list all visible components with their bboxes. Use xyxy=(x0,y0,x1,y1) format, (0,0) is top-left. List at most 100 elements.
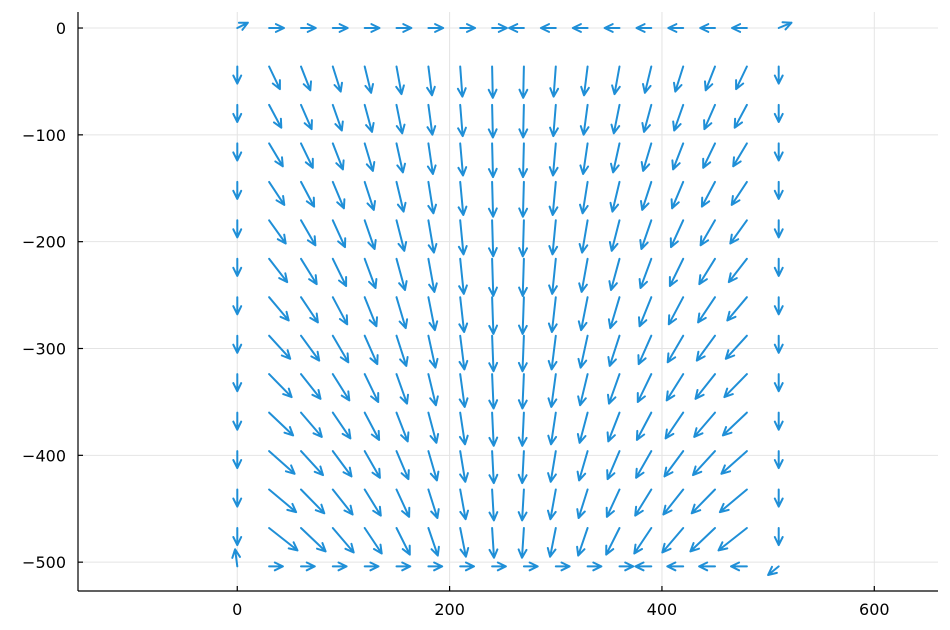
vector-arrow xyxy=(395,527,411,556)
vector-arrow xyxy=(363,296,378,328)
vector-arrow xyxy=(363,257,378,289)
vector-arrow xyxy=(667,23,685,33)
vector-arrow xyxy=(518,142,529,179)
vector-arrow xyxy=(611,65,621,96)
vector-arrow xyxy=(268,23,285,33)
vector-arrow xyxy=(232,180,243,200)
vector-arrow xyxy=(487,103,498,139)
vector-arrow xyxy=(491,23,508,33)
vector-arrow xyxy=(576,527,589,557)
vector-arrow xyxy=(726,296,748,322)
vector-arrow xyxy=(487,180,498,218)
vector-arrow xyxy=(487,65,498,99)
vector-arrow xyxy=(488,411,499,447)
vector-arrow xyxy=(773,488,784,508)
vector-arrow xyxy=(363,488,382,517)
vector-arrow xyxy=(773,65,784,85)
vector-arrow xyxy=(363,65,374,94)
vector-arrow xyxy=(426,142,437,175)
vector-arrow xyxy=(773,411,784,431)
vector-arrow xyxy=(702,142,716,169)
vector-arrow xyxy=(640,142,653,172)
vector-arrow xyxy=(427,527,440,557)
vector-arrow xyxy=(268,219,287,245)
vector-arrow xyxy=(603,23,621,33)
vector-arrow xyxy=(268,257,289,284)
vector-arrow xyxy=(607,334,621,367)
vector-arrow xyxy=(232,65,243,85)
vector-arrow xyxy=(634,561,653,572)
y-tick-label: −500 xyxy=(22,553,66,572)
vector-arrow xyxy=(634,488,653,517)
vector-field xyxy=(231,21,793,576)
vector-arrow xyxy=(548,257,558,295)
vector-arrow xyxy=(638,257,653,289)
vector-arrow xyxy=(636,373,653,403)
vector-arrow xyxy=(331,411,352,440)
vector-arrow xyxy=(395,103,406,135)
vector-arrow xyxy=(488,450,499,485)
vector-arrow xyxy=(671,142,685,171)
vector-arrow xyxy=(518,219,528,258)
vector-arrow xyxy=(548,180,559,216)
vector-arrow xyxy=(579,103,590,136)
vector-arrow xyxy=(518,65,529,99)
vector-arrow xyxy=(231,548,241,568)
vector-arrow xyxy=(547,373,558,408)
vector-arrow xyxy=(633,527,653,555)
vector-arrow xyxy=(690,488,716,515)
vector-arrow xyxy=(668,257,685,287)
vector-arrow xyxy=(331,296,349,326)
vector-arrow xyxy=(577,373,589,407)
vector-arrow xyxy=(689,527,716,553)
vector-arrow xyxy=(718,488,748,514)
vector-arrow xyxy=(517,411,528,447)
vector-arrow xyxy=(695,334,716,362)
vector-arrow xyxy=(457,180,468,216)
vector-arrow xyxy=(704,65,716,92)
vector-arrow xyxy=(427,334,439,369)
vector-arrow xyxy=(703,103,716,131)
vector-arrow xyxy=(607,373,621,405)
vector-arrow xyxy=(395,561,412,572)
vector-arrow xyxy=(518,180,529,218)
vector-arrow xyxy=(577,296,589,332)
vector-arrow xyxy=(732,142,748,168)
vector-arrow xyxy=(698,257,716,286)
vector-arrow xyxy=(665,373,685,402)
vector-arrow xyxy=(547,334,558,371)
vector-arrow xyxy=(458,296,469,333)
vector-arrow xyxy=(548,142,559,177)
vector-arrow xyxy=(767,565,780,576)
vector-arrow xyxy=(697,296,716,324)
vector-arrow xyxy=(427,450,440,482)
vector-arrow xyxy=(518,103,529,139)
vector-arrow xyxy=(773,257,784,277)
vector-arrow xyxy=(395,219,408,252)
y-tick-label: −400 xyxy=(22,446,66,465)
y-tick-label: −100 xyxy=(22,126,66,145)
vector-arrow xyxy=(522,561,539,572)
vector-arrow xyxy=(268,296,290,322)
vector-arrow xyxy=(232,257,243,277)
vector-arrow xyxy=(457,103,467,138)
vector-arrow xyxy=(549,65,560,98)
vector-arrow xyxy=(673,65,685,93)
vector-arrow xyxy=(363,450,381,479)
vector-arrow xyxy=(232,219,243,239)
vector-arrow xyxy=(539,23,557,33)
vector-arrow xyxy=(427,373,439,407)
vector-arrow xyxy=(517,373,528,410)
vector-arrow xyxy=(363,23,381,33)
vector-arrow xyxy=(459,488,469,521)
vector-arrow xyxy=(331,257,348,287)
gridlines xyxy=(78,12,938,591)
vector-arrow xyxy=(232,103,243,123)
vector-arrow xyxy=(488,257,498,297)
vector-arrow xyxy=(700,180,716,208)
vector-arrow xyxy=(610,142,621,174)
vector-arrow xyxy=(721,411,748,437)
vector-arrow xyxy=(773,103,784,123)
vector-arrow xyxy=(578,219,589,254)
vector-arrow xyxy=(363,334,379,366)
